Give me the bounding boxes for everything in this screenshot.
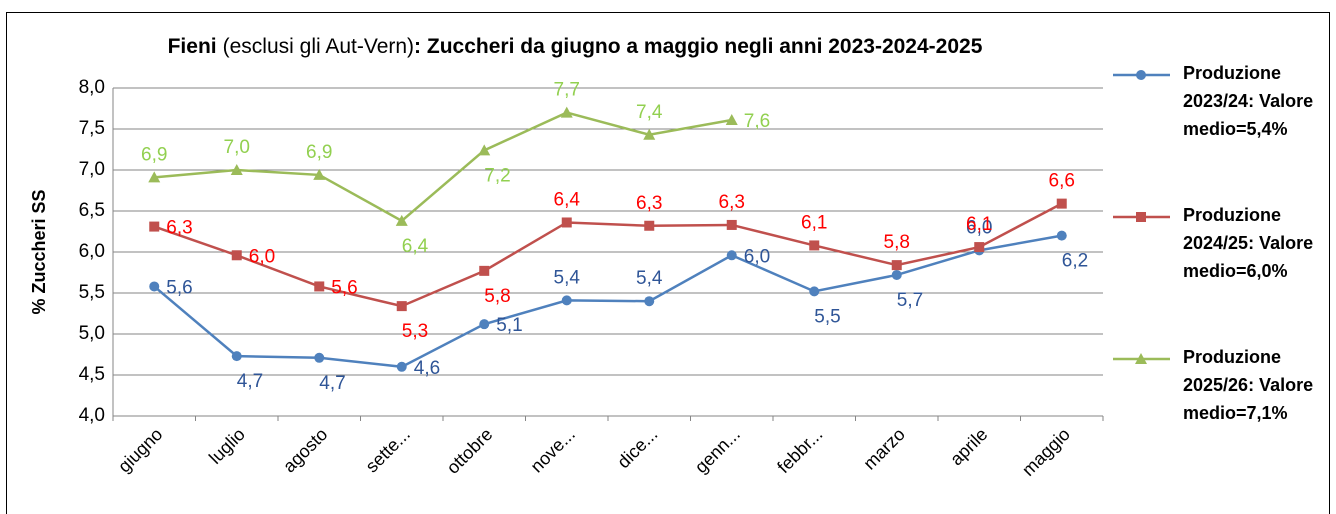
data-label: 7,6 <box>744 111 770 132</box>
y-axis-label: % Zuccheri SS <box>29 189 49 314</box>
data-label: 4,6 <box>414 358 440 379</box>
data-label: 5,1 <box>496 315 522 336</box>
legend-label: Produzione 2024/25: Valore medio=6,0% <box>1183 205 1314 281</box>
data-label: 5,8 <box>884 232 910 253</box>
point <box>396 361 407 372</box>
point <box>479 319 490 330</box>
point <box>148 171 161 183</box>
series-line <box>153 202 1063 308</box>
data-label: 6,0 <box>744 246 770 267</box>
title-part: Fieni <box>168 35 217 58</box>
series-line <box>154 111 732 223</box>
point <box>1056 230 1067 241</box>
point <box>891 260 902 271</box>
point <box>561 217 572 228</box>
y-tick-label: 5,5 <box>79 282 105 303</box>
point <box>230 164 243 175</box>
point <box>149 281 160 292</box>
y-tick-label: 6,0 <box>79 241 105 262</box>
data-label: 6,3 <box>636 193 662 214</box>
data-label: 6,6 <box>1049 171 1075 192</box>
data-label: 7,0 <box>224 137 250 158</box>
data-label: 6,9 <box>141 144 167 165</box>
data-label: 6,0 <box>966 217 992 238</box>
y-tick-label: 4,5 <box>79 364 105 385</box>
data-label: 5,7 <box>897 290 923 311</box>
y-tick-label: 7,0 <box>79 159 105 180</box>
point <box>395 214 408 226</box>
data-label: 5,6 <box>166 277 192 298</box>
point <box>1056 198 1067 209</box>
data-label: 6,9 <box>306 142 332 163</box>
point <box>1136 70 1146 80</box>
point <box>891 269 902 280</box>
data-label: 5,4 <box>554 267 581 288</box>
y-tick-label: 7,5 <box>79 118 105 139</box>
data-label: 5,8 <box>484 286 510 307</box>
point <box>644 296 655 307</box>
point <box>314 352 325 363</box>
data-label: 6,1 <box>801 212 827 233</box>
data-label: 5,5 <box>814 306 840 327</box>
point <box>1136 212 1146 222</box>
data-label: 6,4 <box>554 189 581 210</box>
data-label: 5,4 <box>636 268 663 289</box>
point <box>479 265 490 276</box>
point <box>1135 353 1147 364</box>
series-line <box>153 234 1062 369</box>
chart-title: Fieni (esclusi gli Aut-Vern): Zuccheri da… <box>168 35 983 58</box>
point <box>149 221 160 232</box>
legend-label: Produzione 2025/26: Valore medio=7,1% <box>1183 347 1314 423</box>
point <box>313 168 326 180</box>
legend-label: Produzione 2023/24: Valore medio=5,4% <box>1183 63 1314 139</box>
point <box>231 351 242 362</box>
point <box>726 219 737 230</box>
data-label: 7,2 <box>484 165 510 186</box>
point <box>478 144 491 156</box>
data-label: 6,2 <box>1062 251 1088 272</box>
y-tick-label: 8,0 <box>79 77 105 98</box>
point <box>725 113 738 125</box>
point <box>644 220 655 231</box>
data-label: 6,3 <box>166 218 192 239</box>
title-part: : Zuccheri da giugno a maggio negli anni… <box>414 35 983 58</box>
point <box>974 242 985 253</box>
data-label: 4,7 <box>237 371 263 392</box>
chart-frame <box>6 12 1330 514</box>
y-tick-label: 5,0 <box>79 323 105 344</box>
point <box>561 295 572 306</box>
point <box>314 281 325 292</box>
data-label: 6,3 <box>719 192 745 213</box>
data-label: 5,3 <box>402 321 428 342</box>
data-label: 6,0 <box>249 246 275 267</box>
y-tick-label: 4,0 <box>79 405 105 426</box>
point <box>396 301 407 312</box>
title-part: (esclusi gli Aut-Vern) <box>223 35 414 58</box>
data-label: 4,7 <box>319 373 345 394</box>
data-label: 7,7 <box>554 80 580 101</box>
y-tick-label: 6,5 <box>79 200 105 221</box>
point <box>231 250 242 261</box>
data-label: 6,1 <box>966 214 992 235</box>
point <box>643 128 656 140</box>
data-label: 5,6 <box>331 277 357 298</box>
point <box>726 250 737 261</box>
data-label: 7,4 <box>636 102 663 123</box>
point <box>560 106 573 118</box>
point <box>809 286 820 297</box>
data-label: 6,4 <box>402 236 429 257</box>
point <box>809 240 820 251</box>
